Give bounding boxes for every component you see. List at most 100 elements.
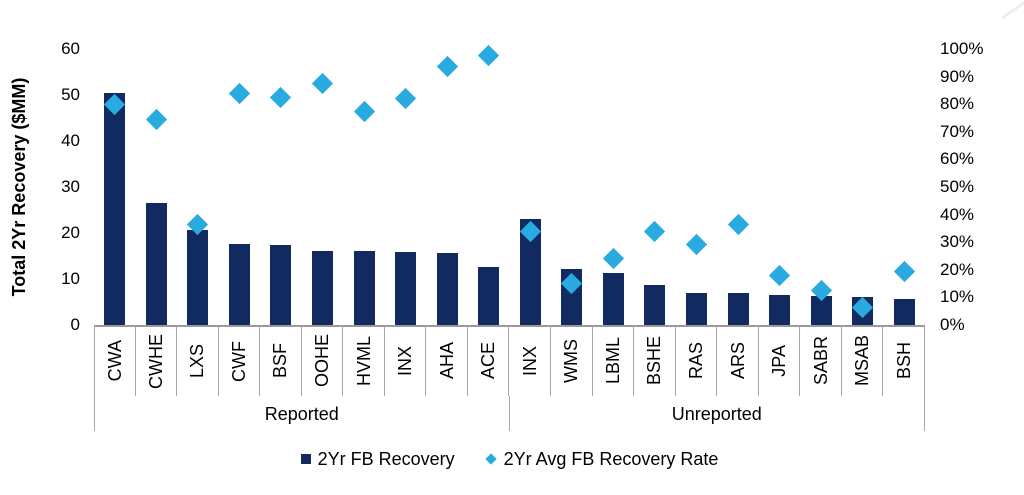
category-label: RAS [685, 342, 706, 380]
recovery-rate-marker-bsh [893, 260, 915, 282]
category-cell: CWA [94, 326, 136, 396]
category-cell: SABR [800, 326, 842, 396]
right-axis-tick-label: 70% [940, 121, 975, 141]
recovery-rate-marker-bsf [270, 86, 292, 108]
recovery-rate-marker-hvml [353, 100, 375, 122]
recovery-bar-jpa [769, 294, 791, 325]
category-label: JPA [769, 345, 790, 377]
recovery-bar-cwf [228, 244, 250, 325]
category-label: LXS [187, 343, 208, 379]
category-label: INX [519, 345, 540, 376]
left-axis-tick-label: 30 [61, 177, 80, 196]
recovery-rate-marker-aha [436, 56, 458, 78]
recovery-bar-oohe [312, 250, 334, 325]
category-label: ACE [478, 342, 499, 380]
right-axis-tick-label: 100% [940, 39, 984, 58]
category-cell: OOHE [302, 326, 344, 396]
right-axis-tick-label: 10% [940, 287, 975, 307]
recovery-rate-marker-ars [727, 213, 749, 235]
category-label: INX [395, 345, 416, 376]
recovery-rate-marker-oohe [311, 72, 334, 95]
recovery-rate-marker-cwf [228, 82, 251, 104]
recovery-bar-bshe [644, 284, 666, 325]
category-label: OOHE [312, 334, 333, 388]
category-cell: CWF [219, 326, 261, 396]
category-label: CWF [228, 340, 249, 382]
category-label: WMS [561, 339, 582, 383]
recovery-bar-ars [727, 293, 749, 325]
recovery-bar-cwhe [145, 203, 167, 325]
legend: 2Yr FB Recovery 2Yr Avg FB Recovery Rate [94, 447, 925, 471]
category-cell: WMS [551, 326, 593, 396]
recovery-bar-ras [685, 292, 707, 325]
category-cell: LBML [593, 326, 635, 396]
category-cell: HVML [343, 326, 385, 396]
category-label: BSH [893, 342, 914, 380]
x-axis-line [94, 325, 925, 327]
category-cell: CWHE [136, 326, 178, 396]
recovery-bar-cwa [104, 92, 126, 325]
right-axis-tick-label: 60% [940, 149, 975, 169]
category-label: SABR [810, 336, 831, 386]
category-cell: BSH [883, 326, 925, 396]
recovery-bar-aha [436, 252, 458, 325]
recovery-bar-inx [395, 251, 417, 325]
recovery-rate-marker-ace [478, 45, 500, 67]
category-label: BSF [270, 343, 291, 379]
category-cell: LXS [177, 326, 219, 396]
legend-label: 2Yr FB Recovery [317, 449, 455, 469]
recovery-bar-inx [519, 219, 541, 325]
category-label: LBML [602, 337, 623, 385]
recovery-bar-bsf [270, 245, 292, 325]
right-axis-tick-label: 20% [940, 259, 975, 279]
recovery-rate-marker-jpa [768, 264, 791, 286]
category-cell: BSHE [634, 326, 676, 396]
category-cell: MSAB [842, 326, 884, 396]
right-axis-tick-label: 50% [940, 177, 975, 196]
category-label: CWA [104, 340, 125, 382]
group-label: Unreported [671, 403, 762, 424]
recovery-bar-bsh [893, 298, 915, 325]
category-label: ARS [727, 342, 748, 380]
category-label: HVML [353, 335, 374, 386]
right-axis-tick-label: 0% [940, 315, 965, 334]
category-cell: RAS [676, 326, 718, 396]
left-axis-tick-label: 50 [61, 85, 80, 104]
bar-series-swatch-icon [300, 454, 311, 464]
group-label: Reported [264, 403, 339, 424]
category-cell: BSF [260, 326, 302, 396]
category-cell: ARS [717, 326, 759, 396]
category-cell: ACE [468, 326, 510, 396]
legend-label: 2Yr Avg FB Recovery Rate [503, 449, 719, 469]
category-cell: INX [385, 326, 427, 396]
group-cell-reported: Reported [94, 396, 510, 431]
recovery-bar-lxs [187, 230, 209, 325]
right-axis-tick-label: 80% [940, 94, 975, 114]
category-cell: INX [510, 326, 552, 396]
recovery-rate-marker-inx [395, 88, 417, 110]
legend-item-fb-recovery: 2Yr FB Recovery [300, 449, 455, 469]
corner-diagonal-mark [1001, 0, 1024, 19]
diamond-marker-swatch-icon [484, 453, 497, 465]
category-label: AHA [436, 342, 457, 380]
recovery-rate-marker-cwhe [145, 108, 167, 130]
category-cell: AHA [426, 326, 468, 396]
right-axis-tick-label: 90% [940, 66, 975, 86]
right-axis-tick-label: 30% [940, 232, 975, 252]
left-axis-tick-label: 40 [61, 131, 80, 150]
category-label: BSHE [644, 336, 665, 386]
right-axis-tick-label: 40% [940, 204, 975, 224]
category-cell: JPA [759, 326, 801, 396]
left-axis-tick-label: 20 [61, 223, 80, 242]
category-label: CWHE [145, 333, 166, 389]
recovery-bar-hvml [353, 250, 375, 325]
category-label: MSAB [852, 335, 873, 387]
recovery-bar-ace [478, 267, 500, 325]
left-axis-tick-label: 60 [61, 39, 80, 58]
left-axis-tick-label: 0 [70, 315, 80, 334]
recovery-rate-marker-bshe [644, 220, 666, 242]
recovery-rate-marker-ras [685, 234, 708, 256]
recovery-bar-sabr [810, 296, 832, 325]
left-axis-tick-label: 10 [61, 269, 80, 288]
